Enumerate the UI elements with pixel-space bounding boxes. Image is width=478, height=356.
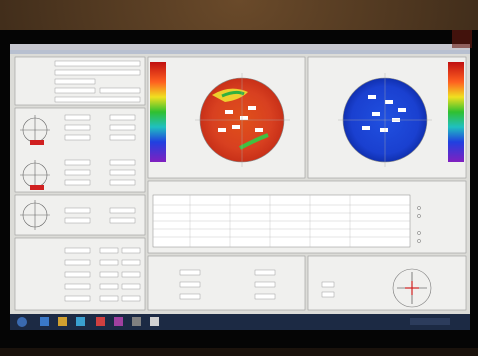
- menu-bar: [10, 44, 470, 50]
- bottom-panel: [148, 256, 305, 310]
- page: (() => { const data = JSON.parse(documen…: [0, 0, 478, 356]
- photo: [0, 0, 478, 356]
- system-tray: [410, 318, 450, 325]
- color-scale: [448, 62, 464, 162]
- warning-field: [30, 185, 44, 190]
- start-button[interactable]: [17, 317, 27, 327]
- warning-field: [30, 140, 44, 145]
- toolbar: [10, 50, 470, 54]
- background-object: [452, 30, 472, 48]
- color-scale: [150, 62, 166, 162]
